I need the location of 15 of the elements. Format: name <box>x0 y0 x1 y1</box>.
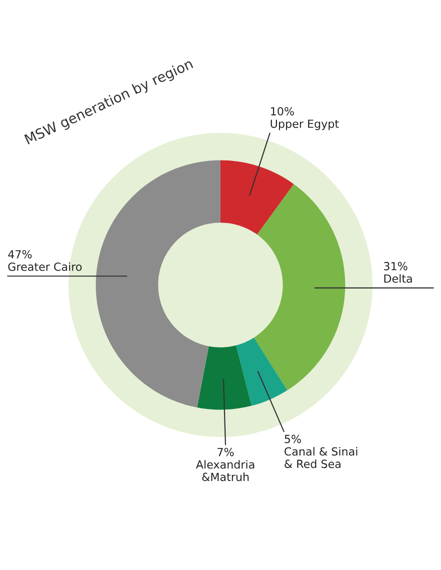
data-label: 7% <box>218 448 234 456</box>
slice-label: Alexandria &Matruh <box>196 460 254 482</box>
data-label: 31% <box>384 262 408 270</box>
data-label: 5% <box>284 434 301 444</box>
slice-label: Upper Egypt <box>270 120 339 130</box>
data-label: 10% <box>271 107 294 116</box>
donut-slice <box>254 184 346 390</box>
slice-label: Delta <box>384 274 412 283</box>
slice-label: Greater Cairo <box>8 262 82 271</box>
data-label: 47% <box>8 250 32 258</box>
slice-label: Canal & Sinai & Red Sea <box>284 447 358 468</box>
donut-slice <box>96 160 220 408</box>
donut-slice <box>220 160 294 235</box>
donut-slice <box>236 338 288 406</box>
donut-slice <box>197 345 252 410</box>
